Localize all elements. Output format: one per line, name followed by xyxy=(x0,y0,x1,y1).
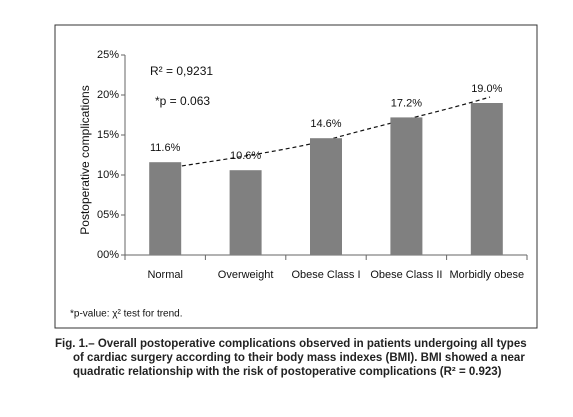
y-tick-label: 00% xyxy=(97,249,119,261)
y-tick-label: 15% xyxy=(97,129,119,141)
data-label: 14.6% xyxy=(310,118,341,130)
data-label: 11.6% xyxy=(150,142,181,154)
chart-frame xyxy=(54,24,538,329)
caption-line: of cardiac surgery according to their bo… xyxy=(73,352,525,364)
bar xyxy=(470,103,503,255)
caption-line: quadratic relationship with the risk of … xyxy=(73,366,502,378)
x-tick-label: Obese Class I xyxy=(291,269,360,281)
y-tick-label: 20% xyxy=(97,89,119,101)
bar xyxy=(229,170,262,255)
x-tick-label: Overweight xyxy=(218,269,274,281)
x-tick-label: Obese Class II xyxy=(370,269,442,281)
caption-line: Fig. 1.– Overall postoperative complicat… xyxy=(55,338,527,350)
bar xyxy=(149,162,182,255)
annotation: R² = 0,9231 xyxy=(150,64,213,78)
data-label: 19.0% xyxy=(471,83,502,95)
footnote: *p-value: χ² test for trend. xyxy=(70,309,183,320)
y-tick-label: 05% xyxy=(97,209,119,221)
bar xyxy=(390,117,423,256)
y-tick-label: 10% xyxy=(97,169,119,181)
x-tick-label: Morbidly obese xyxy=(450,269,525,281)
annotation: *p = 0.063 xyxy=(155,94,210,108)
y-axis-label: Postoperative complications xyxy=(78,85,92,234)
data-label: 17.2% xyxy=(391,97,422,109)
y-tick-label: 25% xyxy=(97,49,119,61)
data-label: 10.6% xyxy=(230,150,261,162)
x-tick-label: Normal xyxy=(147,269,182,281)
bar xyxy=(310,138,342,255)
